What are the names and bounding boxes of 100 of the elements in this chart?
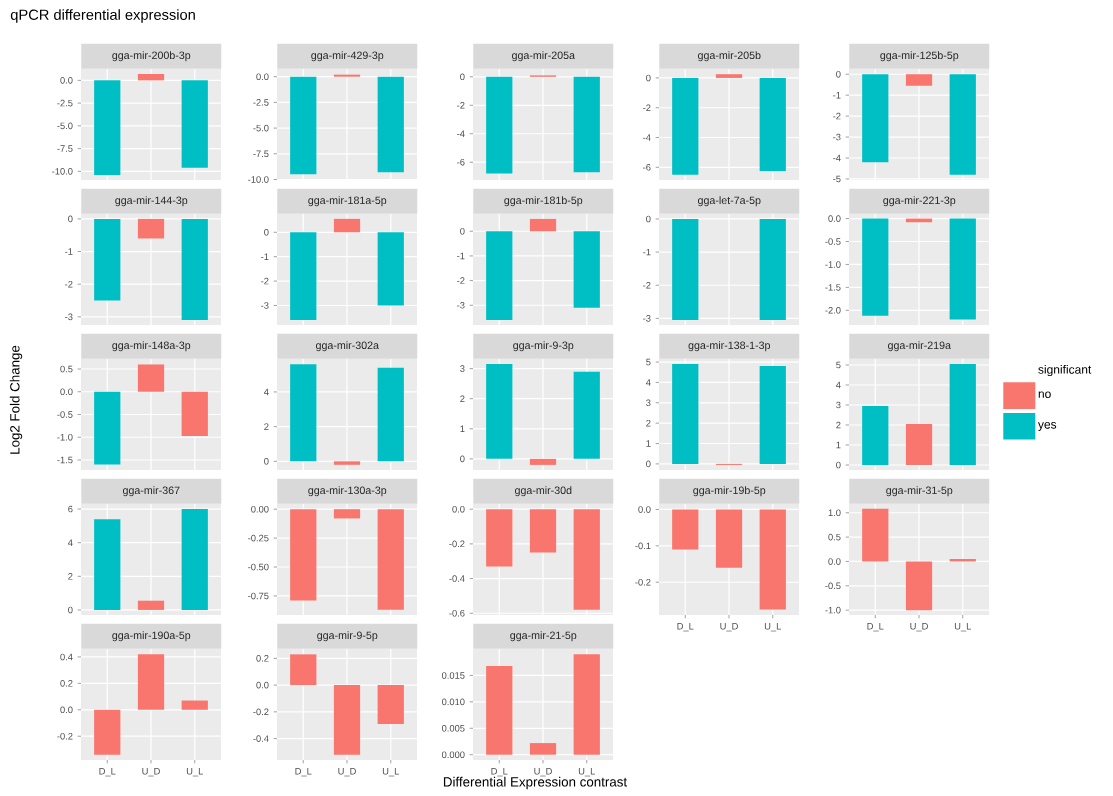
- x-tick-label: D_L: [295, 768, 312, 777]
- y-tick-label: 0.0: [60, 706, 73, 714]
- y-tick-label: 3: [836, 401, 841, 409]
- x-tick-label: U_L: [186, 768, 203, 777]
- y-tick-label: 0.0: [828, 558, 841, 565]
- x-tick-label: D_L: [677, 623, 694, 632]
- x-tick-label: D_L: [491, 768, 508, 777]
- y-tick-label: 4: [263, 388, 269, 396]
- chart-title: gga-mir-138-1-3p: [688, 341, 771, 352]
- y-tick-label: -2: [457, 277, 465, 284]
- legend-label: yes: [1037, 422, 1057, 431]
- y-tick-label: 1: [836, 441, 841, 449]
- y-tick-label: 0.5: [60, 365, 73, 373]
- y-tick-label: 5: [646, 358, 651, 366]
- chart-title: gga-mir-125b-5p: [880, 51, 959, 62]
- y-tick-label: 0.0: [60, 388, 73, 396]
- y-tick-label: -1.0: [825, 261, 841, 268]
- y-tick-label: 2: [646, 419, 651, 427]
- bar: [94, 709, 121, 755]
- y-tick-label: 0: [460, 227, 465, 235]
- y-tick-label: 1: [646, 440, 651, 447]
- y-tick-label: 0: [460, 455, 465, 463]
- x-tick-label: U_L: [382, 768, 399, 777]
- y-tick-label: 0.015: [441, 672, 465, 679]
- y-tick-label: 0.2: [60, 680, 73, 687]
- bar: [573, 654, 600, 755]
- y-tick-label: 0.5: [828, 533, 841, 541]
- chart-title: gga-mir-181a-5p: [308, 196, 387, 207]
- bar: [137, 654, 165, 710]
- chart-title: gga-mir-429-3p: [311, 51, 384, 62]
- bar: [905, 561, 933, 611]
- y-tick-label: -6: [457, 158, 465, 166]
- x-tick-label: U_D: [142, 768, 160, 777]
- y-tick-label: 0.0: [256, 73, 269, 80]
- chart-title: gga-mir-9-3p: [513, 341, 574, 352]
- bar: [181, 509, 208, 610]
- y-tick-label: -0.75: [248, 592, 269, 600]
- y-tick-label: 0.00: [251, 505, 269, 513]
- bar: [290, 364, 317, 462]
- y-tick-label: -0.2: [449, 540, 465, 548]
- y-tick-label: 0: [68, 606, 73, 614]
- y-tick-label: -0.4: [449, 575, 465, 582]
- y-tick-label: 0.0: [60, 77, 73, 84]
- x-tick-label: U_D: [534, 768, 552, 777]
- y-tick-label: -3: [261, 302, 269, 309]
- chart-title: gga-mir-148a-3p: [112, 341, 191, 352]
- x-tick-label: U_L: [764, 623, 781, 632]
- y-tick-label: -2.0: [825, 307, 841, 314]
- y-tick-label: 0.2: [256, 655, 269, 662]
- y-tick-label: -3: [65, 313, 73, 321]
- y-tick-label: 0.0: [828, 215, 841, 222]
- y-tick-label: -1: [833, 91, 841, 99]
- y-tick-label: -0.5: [57, 411, 73, 418]
- y-tick-label: 0: [460, 73, 465, 81]
- bar: [137, 600, 165, 610]
- y-tick-label: -4: [833, 154, 841, 162]
- bar: [94, 519, 121, 610]
- y-tick-label: 0.005: [441, 724, 465, 732]
- text: Differential Expression contrast: [443, 776, 628, 790]
- y-tick-label: 0: [646, 215, 651, 223]
- y-tick-label: -0.2: [635, 578, 651, 586]
- bar: [333, 461, 361, 465]
- y-tick-label: -2: [833, 112, 841, 120]
- y-tick-label: -0.4: [253, 735, 269, 742]
- y-tick-label: -2.5: [57, 99, 73, 107]
- chart-title: gga-mir-19b-5p: [693, 486, 766, 497]
- chart-title: gga-mir-302a: [315, 341, 379, 352]
- y-tick-label: 0: [68, 215, 73, 223]
- y-tick-label: 4: [645, 379, 651, 386]
- y-tick-label: -1: [65, 248, 73, 255]
- y-tick-label: 4: [835, 381, 841, 389]
- y-tick-label: 5: [836, 361, 841, 369]
- chart-title: gga-mir-130a-3p: [308, 486, 387, 497]
- y-tick-label: 0.0: [638, 506, 651, 513]
- legend-title: significant: [1038, 364, 1092, 377]
- y-tick-label: 6: [68, 505, 73, 513]
- bar: [759, 366, 786, 464]
- y-tick-label: -1: [261, 253, 269, 260]
- y-tick-label: -0.25: [248, 534, 269, 542]
- x-tick-label: U_L: [578, 768, 595, 777]
- y-tick-label: 0: [836, 70, 841, 78]
- chart-title: gga-let-7a-5p: [697, 196, 761, 207]
- y-tick-label: -10.0: [248, 176, 269, 183]
- y-tick-label: 0.4: [60, 653, 73, 661]
- y-tick-label: -4: [643, 134, 651, 141]
- x-tick-label: D_L: [867, 623, 884, 632]
- y-tick-label: 0: [646, 74, 651, 82]
- bar: [486, 665, 513, 755]
- legend-label: no: [1038, 391, 1051, 398]
- y-tick-label: 2: [264, 423, 269, 430]
- y-tick-label: -0.5: [825, 582, 841, 590]
- y-tick-label: 4: [67, 539, 73, 546]
- x-tick-label: U_D: [720, 623, 738, 632]
- y-tick-label: -7.5: [57, 145, 73, 152]
- bar: [181, 700, 208, 710]
- y-tick-label: -0.6: [449, 609, 465, 617]
- y-tick-label: 2: [836, 421, 841, 429]
- bar: [529, 458, 557, 465]
- chart-title: gga-mir-21-5p: [510, 631, 577, 642]
- y-tick-label: -5: [833, 175, 841, 183]
